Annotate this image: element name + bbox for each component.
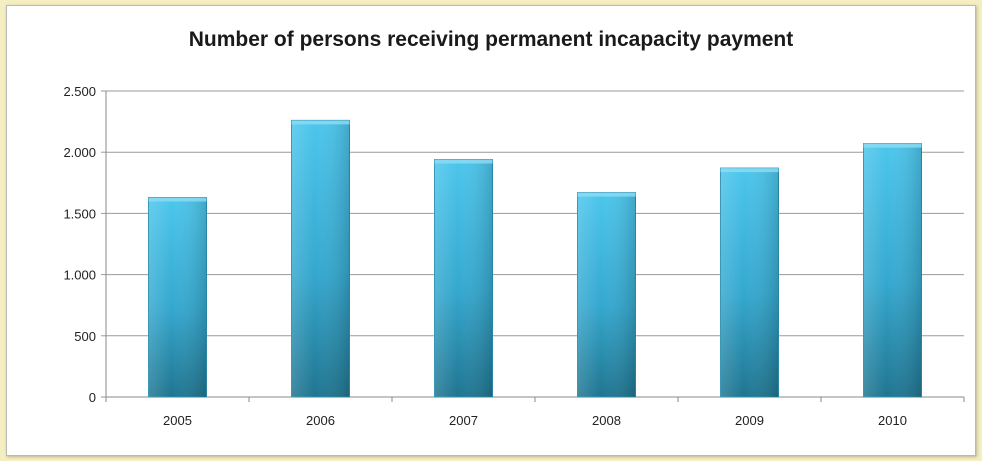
bar-shading-2009	[720, 168, 779, 397]
x-tick-label: 2006	[306, 413, 335, 428]
y-tick-label: 1.500	[63, 206, 96, 221]
bar-shading-2007	[434, 159, 493, 397]
y-tick-label: 1.000	[63, 268, 96, 283]
x-tick-label: 2005	[163, 413, 192, 428]
bar-shading-2006	[291, 120, 350, 397]
x-tick-label: 2009	[735, 413, 764, 428]
bar-cap-2006	[291, 120, 350, 125]
bar-shading-2008	[577, 192, 636, 397]
y-tick-label: 0	[89, 390, 96, 405]
y-tick-label: 500	[74, 329, 96, 344]
bar-cap-2009	[720, 168, 779, 173]
bar-cap-2005	[148, 197, 207, 202]
bar-shading-2005	[148, 197, 207, 397]
x-tick-label: 2008	[592, 413, 621, 428]
x-tick-label: 2007	[449, 413, 478, 428]
y-tick-label: 2.500	[63, 84, 96, 99]
bar-shading-2010	[863, 143, 922, 397]
y-tick-label: 2.000	[63, 145, 96, 160]
chart-title: Number of persons receiving permanent in…	[188, 28, 794, 51]
bar-cap-2007	[434, 159, 493, 164]
bar-cap-2010	[863, 143, 922, 148]
x-tick-label: 2010	[878, 413, 907, 428]
bar-cap-2008	[577, 192, 636, 197]
plot-area: 0 500 1.000 1.500 2.000 2.500 2005 2006 2007 2008…	[63, 84, 965, 428]
